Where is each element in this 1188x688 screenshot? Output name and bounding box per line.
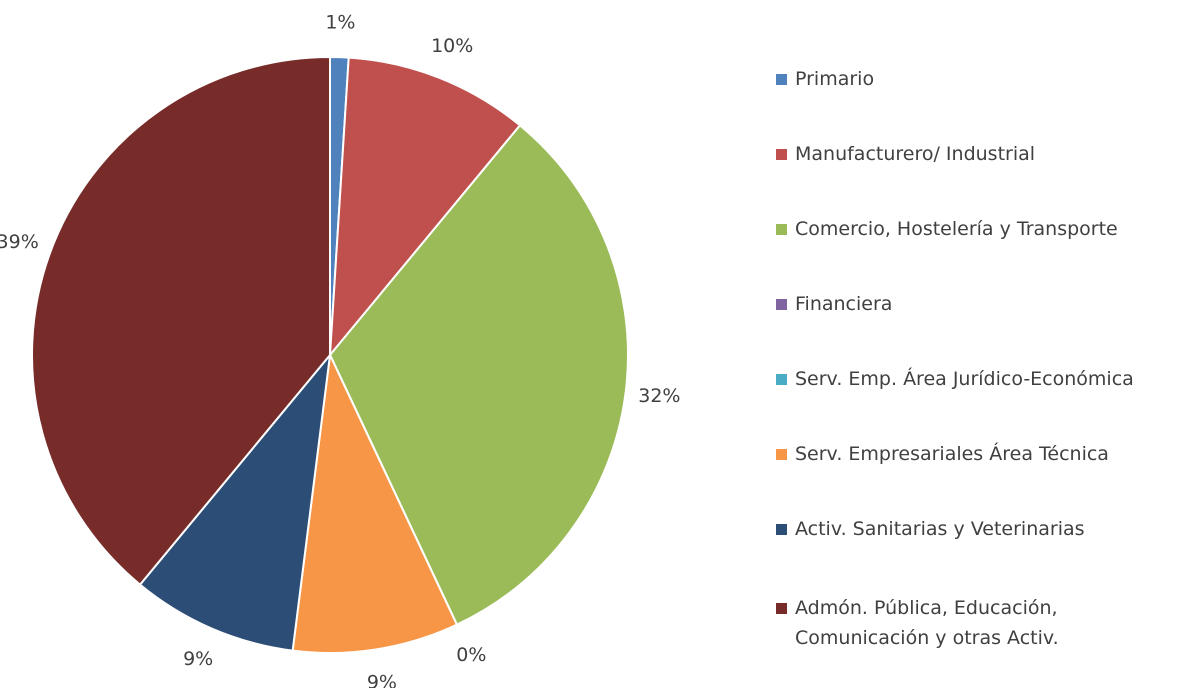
legend-swatch [776, 603, 787, 614]
data-label: 1% [325, 12, 355, 34]
data-label: 32% [638, 385, 680, 407]
legend-item: Serv. Emp. Área Jurídico-Económica [776, 368, 1134, 390]
legend-item: Financiera [776, 293, 892, 315]
legend-swatch [776, 374, 787, 385]
legend-swatch [776, 224, 787, 235]
legend-swatch [776, 299, 787, 310]
data-label: 9% [183, 648, 213, 670]
legend-item: Manufacturero/ Industrial [776, 143, 1035, 165]
legend-label: Activ. Sanitarias y Veterinarias [795, 518, 1085, 540]
data-label: 39% [0, 231, 39, 253]
pie-slice [328, 123, 629, 626]
legend-label: Serv. Empresariales Área Técnica [795, 443, 1109, 465]
pie-slice [31, 55, 331, 587]
legend-label: Manufacturero/ Industrial [795, 143, 1036, 165]
legend-label: Primario [795, 68, 875, 90]
legend-item: Comercio, Hostelería y Transporte [776, 218, 1118, 240]
legend-swatch [776, 149, 787, 160]
pie-slice [138, 351, 332, 652]
legend-label: Admón. Pública, Educación, Comunicación … [795, 597, 1059, 649]
legend-label: Serv. Emp. Área Jurídico-Económica [795, 368, 1134, 390]
legend-item: Serv. Empresariales Área Técnica [776, 443, 1109, 465]
legend-label: Financiera [795, 293, 893, 315]
pie-slice [328, 56, 522, 359]
legend-item: Primario [776, 68, 874, 90]
legend-swatch [776, 524, 787, 535]
legend-swatch [776, 74, 787, 85]
legend-item: Admón. Pública, Educación, Comunicación … [776, 593, 1096, 653]
legend-label: Comercio, Hostelería y Transporte [795, 218, 1118, 240]
pie-slice [291, 351, 459, 654]
legend-item: Activ. Sanitarias y Veterinarias [776, 518, 1085, 540]
legend-swatch [776, 449, 787, 460]
data-label: 10% [431, 35, 473, 57]
data-label: 9% [367, 671, 397, 688]
data-label: 0% [456, 644, 486, 666]
